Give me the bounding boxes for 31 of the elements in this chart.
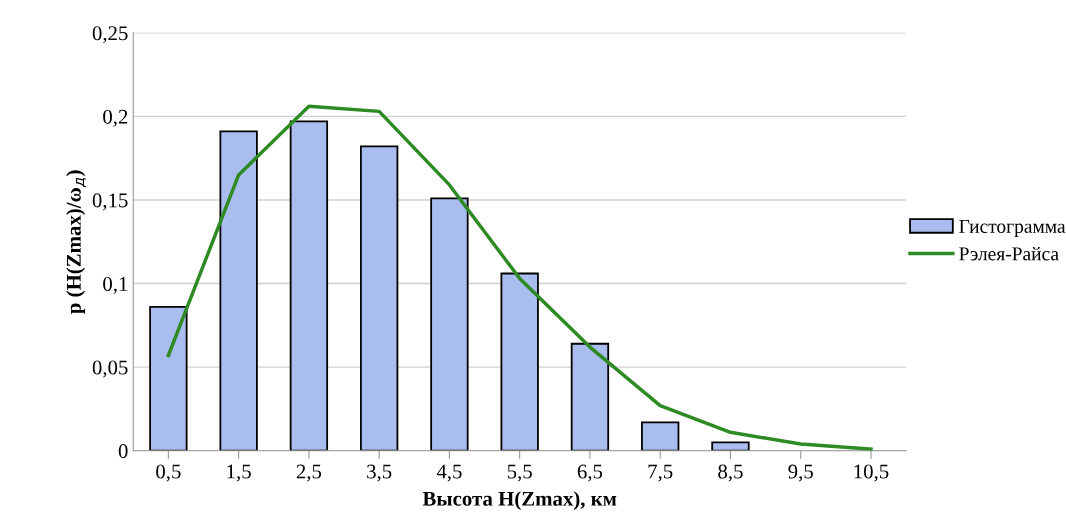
bar xyxy=(359,145,399,451)
line-series xyxy=(166,104,873,451)
x-tick-label: 1,5 xyxy=(227,464,251,482)
legend-label: Рэлея-Райса xyxy=(959,246,1059,261)
x-tick-label: 9,5 xyxy=(788,464,813,482)
x-tick-label: 8,5 xyxy=(718,464,743,482)
bar xyxy=(641,421,680,451)
y-tick-label: 0,1 xyxy=(103,276,128,294)
bar xyxy=(570,342,610,451)
x-tick-label: 6,5 xyxy=(577,464,603,482)
y-axis-title: p (H(Zmax)/ω$_{д}$) xyxy=(66,170,87,314)
x-tick-label: 7,5 xyxy=(648,464,673,482)
x-tick-label: 5,5 xyxy=(507,464,532,482)
bar xyxy=(500,272,539,451)
bar xyxy=(711,441,750,451)
y-tick-label: 0,2 xyxy=(103,109,128,127)
bar xyxy=(219,130,258,451)
x-tick-label: 0,5 xyxy=(156,464,181,482)
y-tick-label: 0,05 xyxy=(92,360,128,378)
x-tick-label: 4,5 xyxy=(436,464,462,482)
x-tick-label: 10,5 xyxy=(854,464,889,482)
x-axis-title: Высота H(Zmax), км xyxy=(422,491,617,511)
bar xyxy=(149,306,188,451)
y-tick-label: 0 xyxy=(118,444,128,459)
bar xyxy=(289,120,329,451)
x-tick-label: 2,5 xyxy=(296,464,322,482)
y-tick-label: 0,25 xyxy=(92,26,128,44)
bar xyxy=(430,197,469,451)
legend-label: Гистограмма xyxy=(959,220,1066,237)
y-tick-label: 0,15 xyxy=(92,193,128,211)
x-tick-label: 3,5 xyxy=(367,464,392,482)
